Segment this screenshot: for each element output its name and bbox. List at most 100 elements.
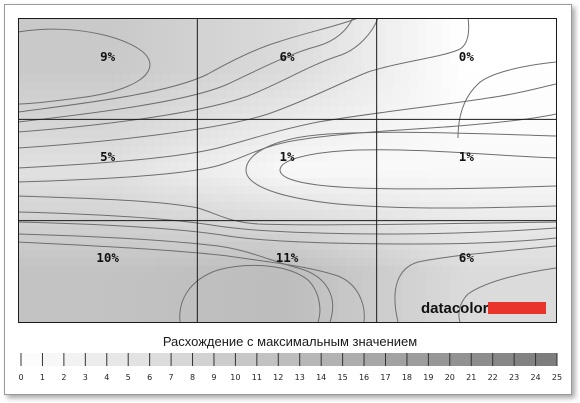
heatmap-sample xyxy=(306,290,315,299)
heatmap-sample xyxy=(218,170,227,179)
heatmap-sample xyxy=(442,234,451,243)
heatmap-sample xyxy=(322,138,331,147)
heatmap-sample xyxy=(354,202,363,211)
heatmap-sample xyxy=(466,178,475,187)
scale-tick-label: 6 xyxy=(147,373,152,382)
heatmap-sample xyxy=(234,26,243,35)
heatmap-sample xyxy=(146,122,155,131)
heatmap-sample xyxy=(442,194,451,203)
heatmap-sample xyxy=(506,186,515,195)
heatmap-sample xyxy=(330,90,339,99)
heatmap-sample xyxy=(506,250,515,259)
heatmap-sample xyxy=(290,234,299,243)
heatmap-sample xyxy=(274,18,283,27)
heatmap-sample xyxy=(234,314,243,322)
heatmap-sample xyxy=(266,210,275,219)
heatmap-sample xyxy=(154,210,163,219)
heatmap-sample xyxy=(434,106,443,115)
heatmap-sample xyxy=(306,194,315,203)
heatmap-sample xyxy=(306,218,315,227)
heatmap-sample xyxy=(42,82,51,91)
heatmap-sample xyxy=(378,218,387,227)
heatmap-sample xyxy=(218,234,227,243)
heatmap-sample xyxy=(482,154,491,163)
heatmap-sample xyxy=(402,50,411,59)
heatmap-sample xyxy=(434,194,443,203)
heatmap-sample xyxy=(330,290,339,299)
heatmap-sample xyxy=(306,186,315,195)
heatmap-sample xyxy=(290,122,299,131)
heatmap-sample xyxy=(138,106,147,115)
heatmap-sample xyxy=(226,42,235,51)
heatmap-sample xyxy=(298,242,307,251)
heatmap-sample xyxy=(298,170,307,179)
heatmap-sample xyxy=(66,50,75,59)
heatmap-sample xyxy=(98,66,107,75)
heatmap-sample xyxy=(162,178,171,187)
heatmap-sample xyxy=(210,154,219,163)
heatmap-sample xyxy=(370,18,379,27)
heatmap-sample xyxy=(18,250,27,259)
heatmap-sample xyxy=(114,146,123,155)
heatmap-sample xyxy=(106,274,115,283)
heatmap-sample xyxy=(314,178,323,187)
heatmap-sample xyxy=(202,138,211,147)
heatmap-sample xyxy=(226,170,235,179)
heatmap-sample xyxy=(66,154,75,163)
heatmap-sample xyxy=(146,226,155,235)
heatmap-sample xyxy=(450,282,459,291)
heatmap-sample xyxy=(178,242,187,251)
heatmap-sample xyxy=(466,242,475,251)
heatmap-sample xyxy=(50,154,59,163)
heatmap-sample xyxy=(258,58,267,67)
heatmap-sample xyxy=(402,218,411,227)
heatmap-sample xyxy=(74,82,83,91)
heatmap-sample xyxy=(410,42,419,51)
heatmap-sample xyxy=(250,42,259,51)
heatmap-sample xyxy=(338,98,347,107)
heatmap-sample xyxy=(130,314,139,322)
heatmap-sample xyxy=(530,210,539,219)
heatmap-sample xyxy=(498,146,507,155)
heatmap-sample xyxy=(218,50,227,59)
heatmap-sample xyxy=(450,146,459,155)
heatmap-sample xyxy=(450,194,459,203)
heatmap-sample xyxy=(122,250,131,259)
heatmap-sample xyxy=(274,42,283,51)
heatmap-sample xyxy=(162,306,171,315)
heatmap-sample xyxy=(506,258,515,267)
heatmap-sample xyxy=(194,282,203,291)
heatmap-sample xyxy=(194,162,203,171)
heatmap-sample xyxy=(34,106,43,115)
heatmap-sample xyxy=(114,274,123,283)
heatmap-sample xyxy=(506,26,515,35)
heatmap-sample xyxy=(354,242,363,251)
heatmap-sample xyxy=(418,282,427,291)
heatmap-sample xyxy=(298,186,307,195)
heatmap-sample xyxy=(522,130,531,139)
heatmap-sample xyxy=(26,90,35,99)
heatmap-sample xyxy=(298,314,307,322)
heatmap-sample xyxy=(154,250,163,259)
heatmap-sample xyxy=(106,226,115,235)
heatmap-sample xyxy=(250,314,259,322)
heatmap-sample xyxy=(458,82,467,91)
heatmap-sample xyxy=(106,306,115,315)
heatmap-sample xyxy=(330,138,339,147)
heatmap-sample xyxy=(122,178,131,187)
heatmap-sample xyxy=(138,98,147,107)
heatmap-sample xyxy=(186,26,195,35)
heatmap-sample xyxy=(210,314,219,322)
heatmap-sample xyxy=(546,90,555,99)
heatmap-sample xyxy=(554,98,556,107)
heatmap-sample xyxy=(26,234,35,243)
heatmap-sample xyxy=(242,114,251,123)
heatmap-sample xyxy=(378,58,387,67)
heatmap-sample xyxy=(266,26,275,35)
heatmap-sample xyxy=(426,26,435,35)
heatmap-sample xyxy=(290,58,299,67)
heatmap-sample xyxy=(74,250,83,259)
heatmap-sample xyxy=(130,26,139,35)
heatmap-sample xyxy=(106,98,115,107)
heatmap-sample xyxy=(202,26,211,35)
